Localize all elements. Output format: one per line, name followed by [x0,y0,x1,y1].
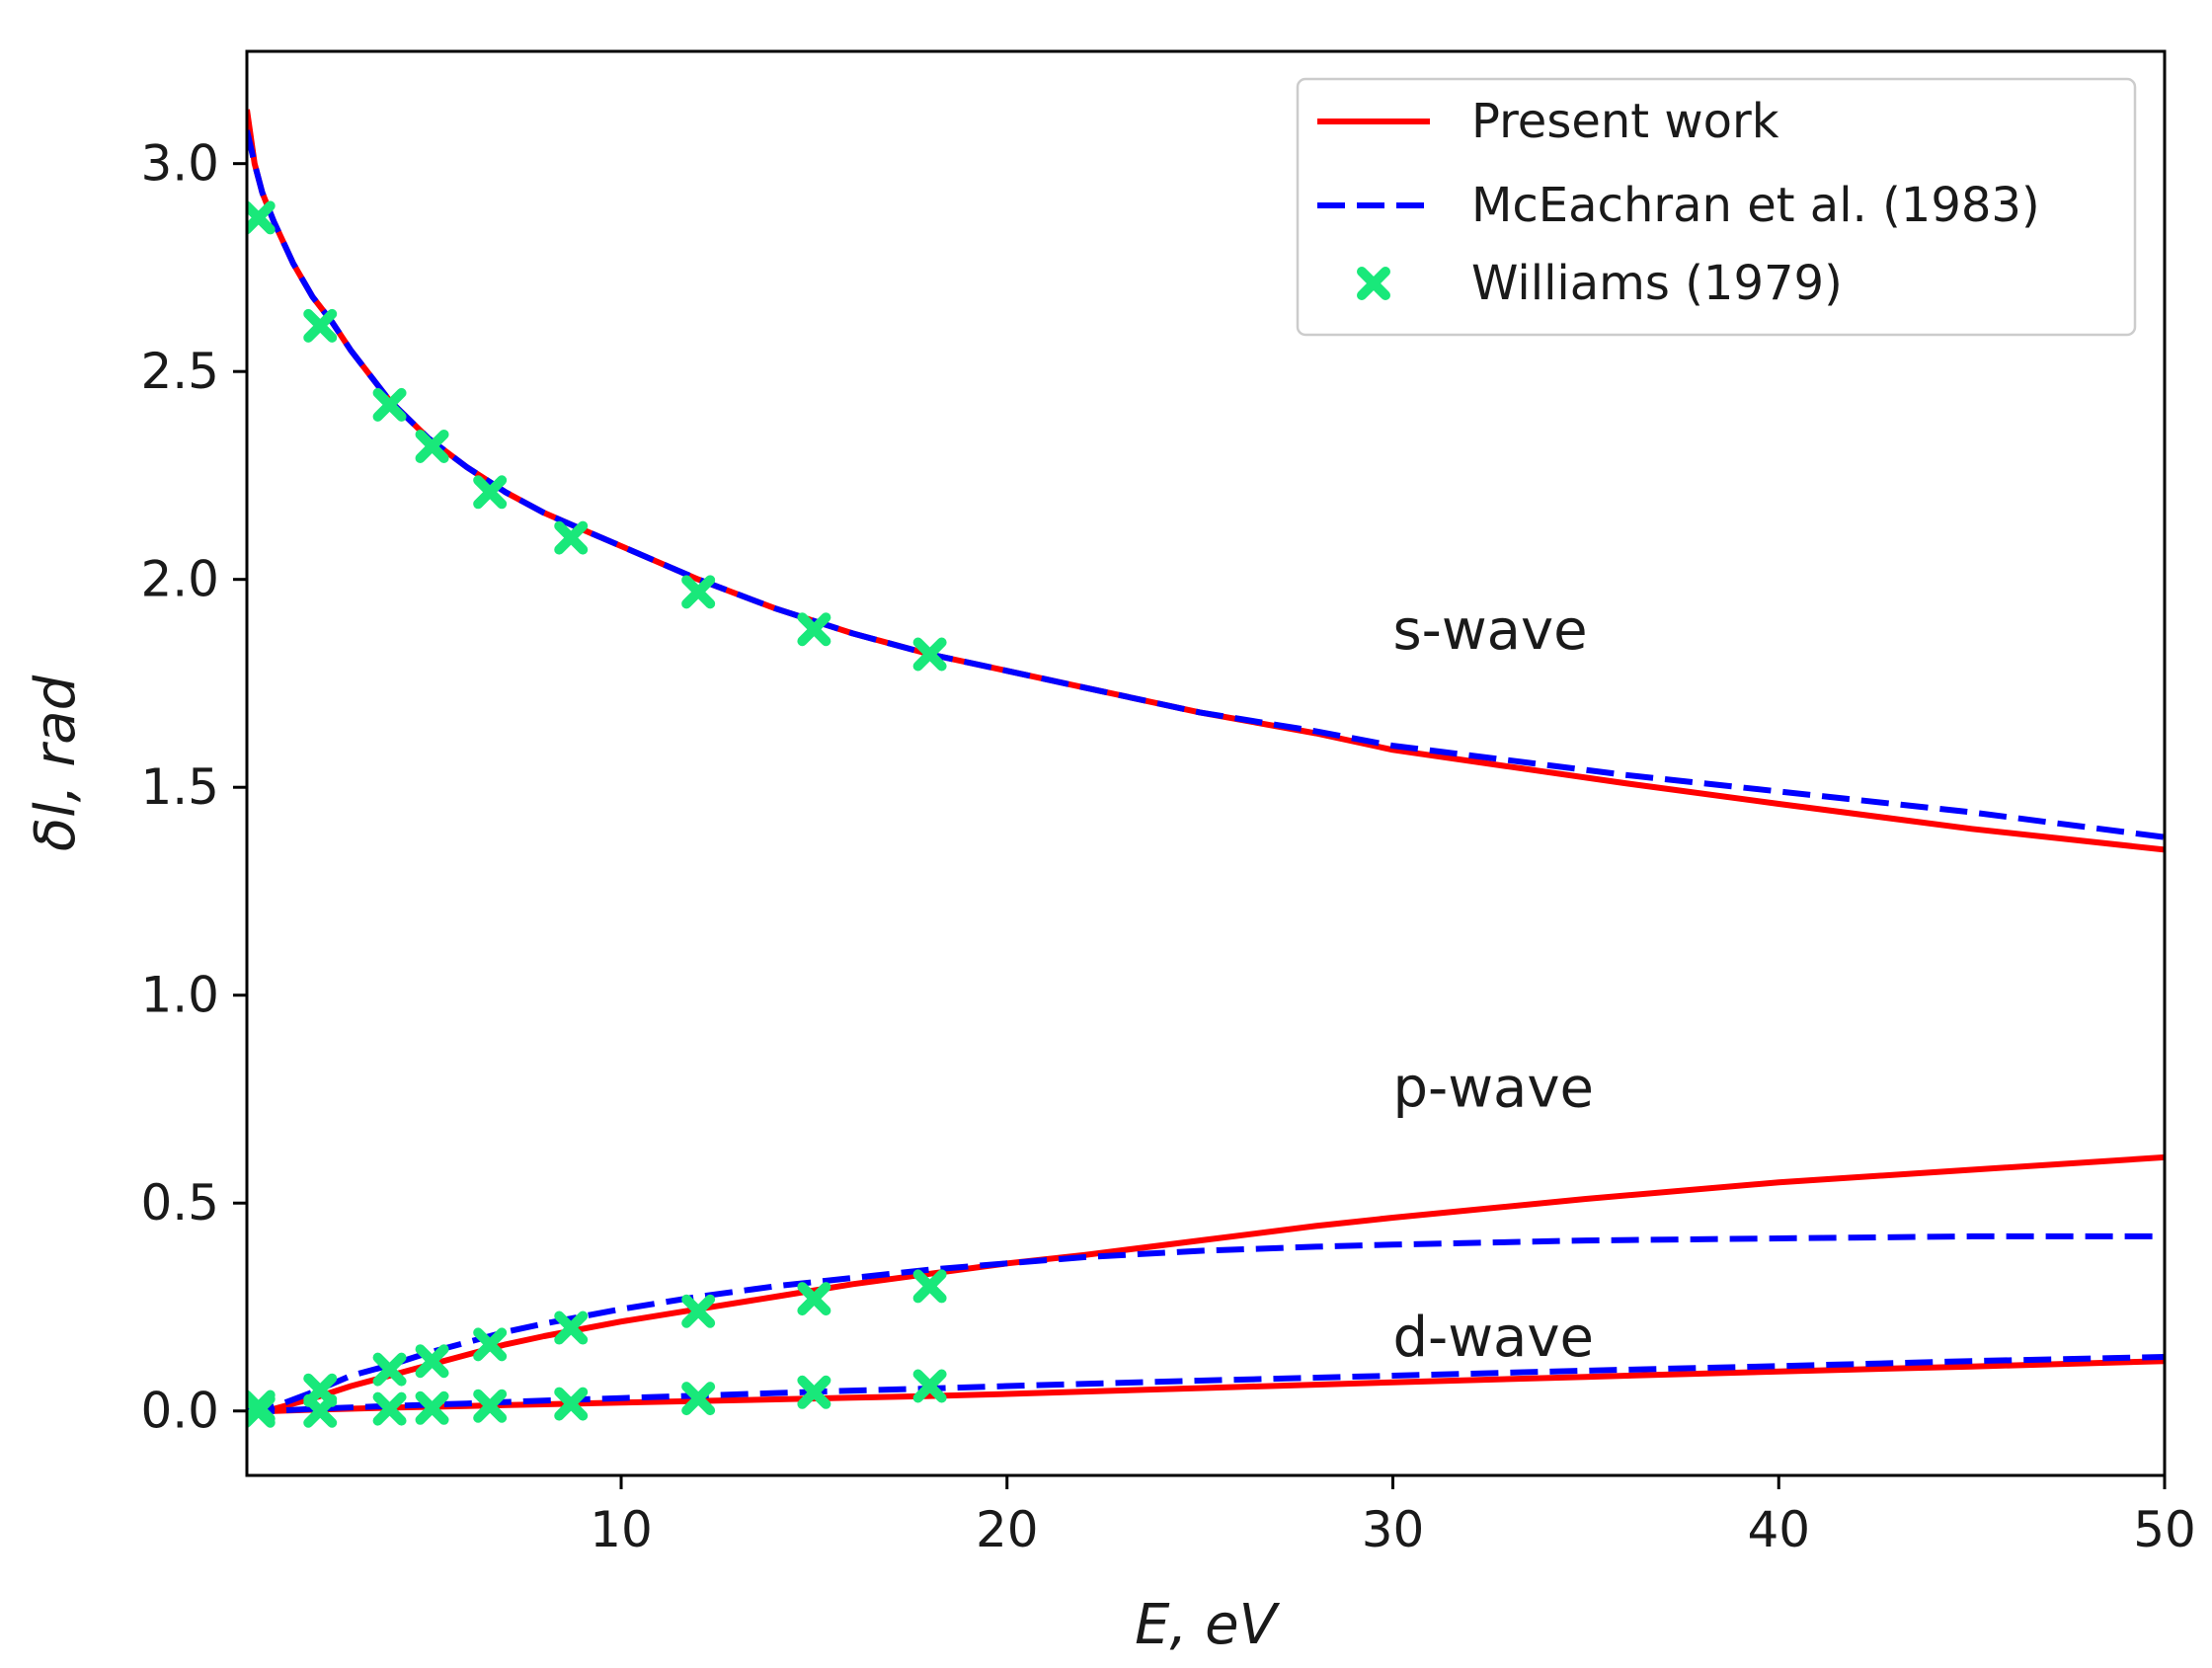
data-point-williams-1979-s-wave [554,520,589,555]
data-point-williams-1979-p-wave [554,1311,589,1345]
data-point-williams-1979-s-wave [247,200,276,235]
data-point-williams-1979-d-wave [912,1369,947,1403]
legend-williams-marker [1357,267,1390,300]
data-point-williams-1979-s-wave [912,637,947,672]
data-point-williams-1979-p-wave [681,1294,716,1328]
series-line-mceachran-et-al-1983-s-wave [247,129,2165,840]
p-wave-label: p-wave [1393,1056,1594,1120]
y-tick-label: 1.5 [140,758,219,816]
x-tick-label: 40 [1747,1501,1810,1558]
data-point-williams-1979-d-wave [681,1382,716,1416]
data-point-williams-1979-p-wave [415,1344,449,1379]
data-point-williams-1979-d-wave [554,1387,589,1421]
d-wave-label: d-wave [1393,1306,1594,1370]
data-point-williams-1979-p-wave [912,1269,947,1304]
y-tick-label: 2.5 [140,343,219,400]
data-point-williams-1979-d-wave [372,1391,407,1426]
x-tick-label: 20 [976,1501,1039,1558]
marker-layer [247,200,947,1428]
y-axis: 0.0 0.5 1.0 1.5 2.0 2.5 3.0 [140,135,247,1440]
plot-frame [245,49,2167,1477]
y-tick-label: 0.0 [140,1383,219,1440]
data-point-williams-1979-s-wave [681,575,716,609]
series-line-mceachran-et-al-1983-p-wave [247,1232,2165,1414]
legend-box [1296,77,2137,337]
data-point-williams-1979-s-wave [303,308,338,343]
legend-present-label: Present work [1471,94,1779,149]
legend-mceachran-label: McEachran et al. (1983) [1471,178,2040,233]
s-wave-label: s-wave [1393,598,1588,663]
x-axis-title: E, eV [1135,1593,1280,1657]
data-point-williams-1979-p-wave [797,1282,831,1316]
wave-annotations: s-wave p-wave d-wave [1393,598,1594,1370]
x-tick-label: 10 [590,1501,653,1558]
data-point-williams-1979-d-wave [473,1389,508,1423]
data-point-williams-1979-p-wave [372,1352,407,1387]
y-tick-label: 0.5 [140,1174,219,1231]
data-point-williams-1979-s-wave [415,429,449,463]
data-point-williams-1979-d-wave [303,1393,338,1428]
x-tick-label: 50 [2133,1501,2196,1558]
y-tick-label: 1.0 [140,967,219,1024]
legend-williams-label: Williams (1979) [1471,256,1843,311]
x-axis: 10 20 30 40 50 [590,1475,2196,1558]
y-axis-title: δl, rad [24,675,88,851]
y-tick-label: 2.0 [140,551,219,608]
data-point-williams-1979-d-wave [797,1375,831,1409]
data-point-williams-1979-d-wave [247,1393,276,1428]
data-point-williams-1979-s-wave [473,475,508,510]
x-tick-label: 30 [1362,1501,1425,1558]
data-point-williams-1979-d-wave [415,1390,449,1425]
data-point-williams-1979-p-wave [473,1327,508,1362]
legend: Present work McEachran et al. (1983) Wil… [1296,77,2137,337]
y-tick-label: 3.0 [140,135,219,193]
data-point-williams-1979-s-wave [797,612,831,647]
data-point-williams-1979-s-wave [372,387,407,422]
